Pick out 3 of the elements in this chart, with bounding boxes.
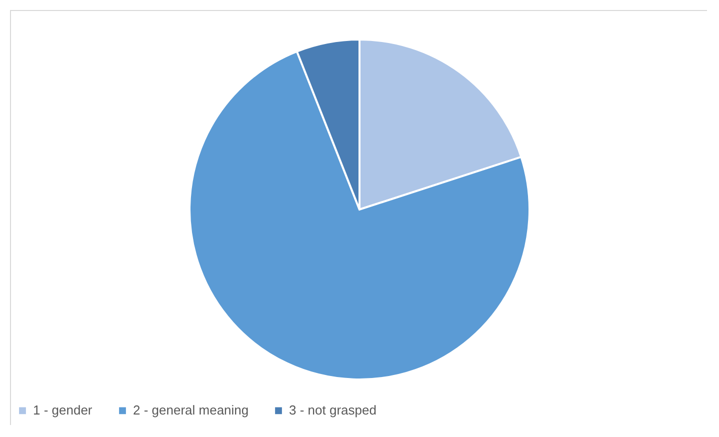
legend-label: 2 - general meaning [133,402,249,418]
legend-label: 1 - gender [33,402,93,418]
legend-label: 3 - not grasped [289,402,376,418]
